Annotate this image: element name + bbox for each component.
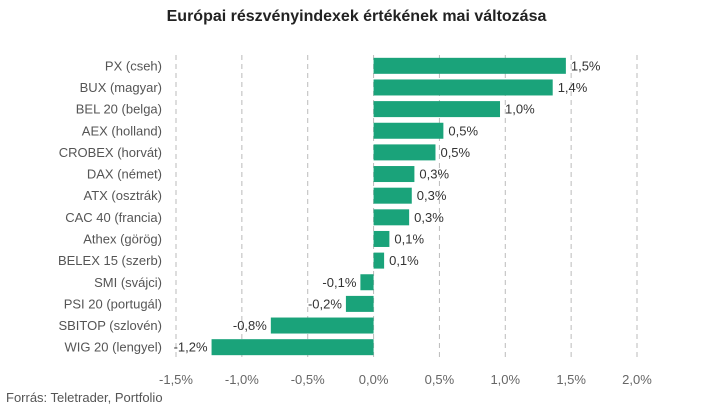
- category-label: AEX (holland): [82, 123, 162, 138]
- bar: [373, 230, 390, 247]
- value-label: 1,4%: [558, 80, 588, 95]
- value-label: 1,0%: [505, 102, 535, 117]
- bar: [373, 187, 412, 204]
- value-label: -0,8%: [233, 318, 267, 333]
- value-label: -0,1%: [322, 275, 356, 290]
- gridlines: [175, 55, 638, 358]
- labels: -1,5% -1,0% -0,5% 0,0% 0,5% 1,0% 1,5% 2,0% PX (c…: [58, 58, 652, 387]
- bar: [360, 274, 374, 291]
- category-label: SBITOP (szlovén): [58, 318, 162, 333]
- category-label: BELEX 15 (szerb): [58, 253, 162, 268]
- bar: [373, 166, 415, 183]
- x-tick-label: 0,0%: [359, 372, 389, 387]
- x-tick-label: 1,5%: [556, 372, 586, 387]
- category-label: BEL 20 (belga): [76, 102, 162, 117]
- value-label: 0,1%: [389, 253, 419, 268]
- bar: [373, 101, 501, 118]
- value-label: 0,1%: [394, 231, 424, 246]
- value-label: 0,3%: [419, 167, 449, 182]
- value-label: 0,5%: [440, 145, 470, 160]
- value-label: 0,3%: [414, 210, 444, 225]
- value-label: 0,5%: [448, 123, 478, 138]
- category-label: CROBEX (horvát): [59, 145, 162, 160]
- bar: [373, 144, 436, 161]
- bar: [270, 317, 374, 334]
- x-tick-label: 0,5%: [425, 372, 455, 387]
- x-tick-label: -1,0%: [225, 372, 259, 387]
- category-label: SMI (svájci): [94, 275, 162, 290]
- category-label: CAC 40 (francia): [65, 210, 162, 225]
- value-label: -0,2%: [308, 296, 342, 311]
- value-label: -1,2%: [174, 340, 208, 355]
- x-tick-label: 1,0%: [490, 372, 520, 387]
- bar: [373, 79, 553, 96]
- bar: [373, 209, 410, 226]
- value-label: 1,5%: [571, 58, 601, 73]
- value-label: 0,3%: [417, 188, 447, 203]
- category-label: PX (cseh): [105, 58, 162, 73]
- category-label: BUX (magyar): [80, 80, 162, 95]
- bar: [373, 57, 566, 74]
- category-label: PSI 20 (portugál): [64, 296, 162, 311]
- source-note: Forrás: Teletrader, Portfolio: [6, 390, 163, 405]
- x-tick-label: 2,0%: [622, 372, 652, 387]
- bars: [211, 57, 566, 356]
- chart-title: Európai részvényindexek értékének mai vá…: [166, 8, 547, 25]
- category-label: WIG 20 (lengyel): [64, 340, 162, 355]
- category-label: ATX (osztrák): [84, 188, 163, 203]
- category-label: DAX (német): [87, 167, 162, 182]
- category-label: Athex (görög): [83, 231, 162, 246]
- bar: [373, 122, 444, 139]
- x-tick-label: -1,5%: [159, 372, 193, 387]
- x-tick-label: -0,5%: [291, 372, 325, 387]
- bar: [373, 252, 385, 269]
- bar: [345, 295, 374, 312]
- bar: [211, 339, 374, 356]
